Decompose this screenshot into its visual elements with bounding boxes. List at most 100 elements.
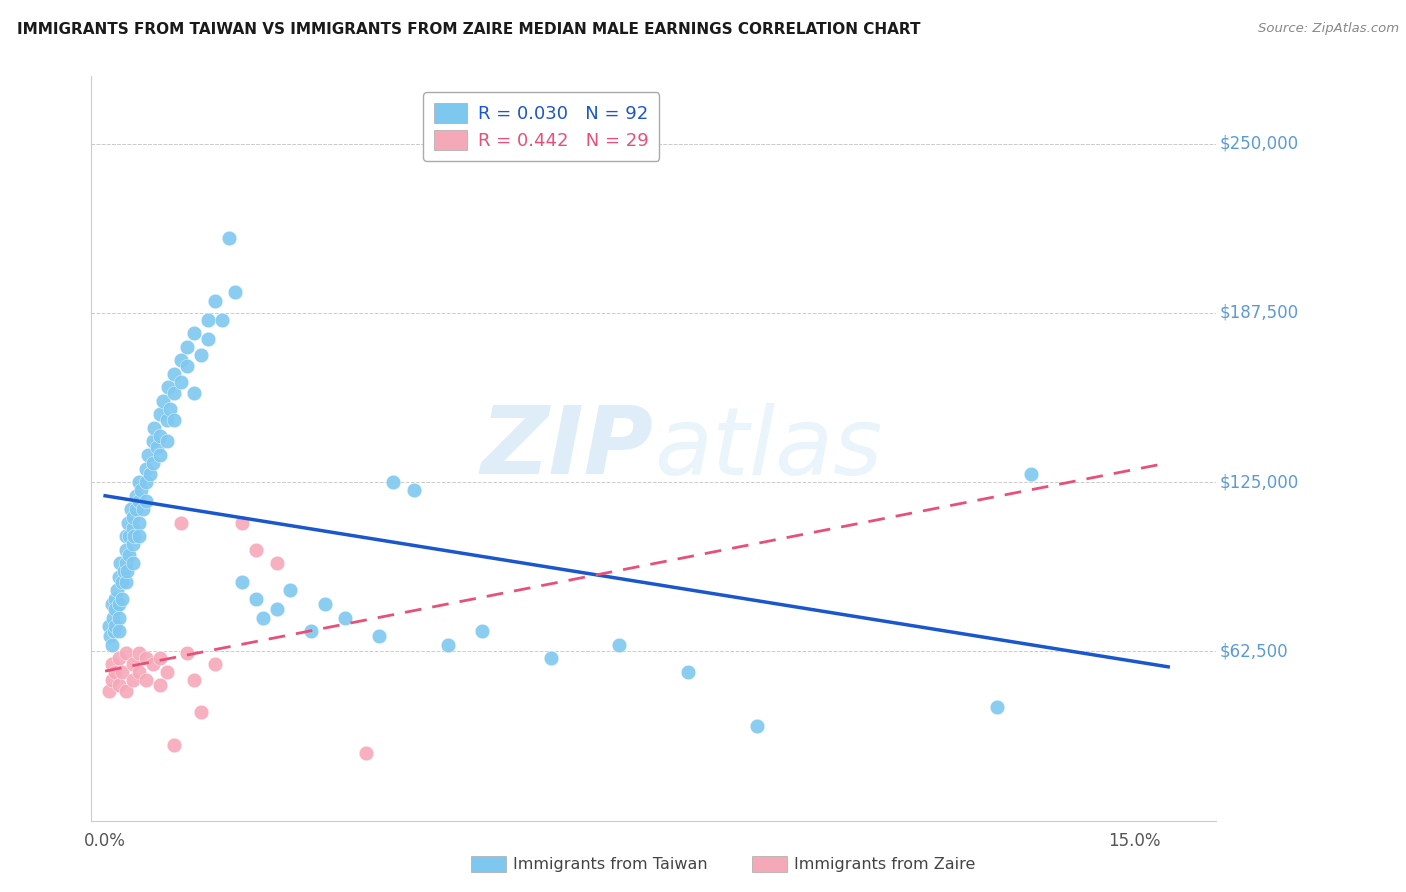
Point [118,529,141,543]
Point [183,673,205,687]
Point [111,575,134,590]
Point [125,502,148,516]
Point [169,375,191,389]
Text: $62,500: $62,500 [1219,642,1288,660]
Point [149,678,172,692]
Point [129,483,152,498]
Point [103,624,125,638]
Point [231,516,253,530]
Point [1019,467,1042,481]
Text: ZIP: ZIP [481,402,654,494]
Point [402,483,425,498]
Point [104,665,127,679]
Point [156,665,179,679]
Point [98,630,121,644]
Text: $125,000: $125,000 [1219,473,1299,491]
Point [108,651,131,665]
Point [114,529,136,543]
Point [114,542,136,557]
Point [104,602,127,616]
Point [245,591,267,606]
Point [163,367,186,381]
Point [104,618,127,632]
Point [190,706,212,720]
Point [333,610,356,624]
Point [143,421,166,435]
Point [169,516,191,530]
Point [135,673,157,687]
Point [149,448,172,462]
Point [111,591,134,606]
Point [120,502,142,516]
Point [183,326,205,340]
Point [128,665,150,679]
Point [163,738,186,752]
Point [114,557,136,571]
Point [218,231,240,245]
Legend: R = 0.030   N = 92, R = 0.442   N = 29: R = 0.030 N = 92, R = 0.442 N = 29 [423,92,659,161]
Point [114,646,136,660]
Point [117,516,139,530]
Point [142,456,165,470]
Point [138,467,160,481]
Point [149,408,172,422]
Point [108,624,131,638]
Point [986,699,1008,714]
Point [121,521,143,535]
Text: Source: ZipAtlas.com: Source: ZipAtlas.com [1258,22,1399,36]
Point [156,434,179,449]
Point [176,340,198,354]
Point [101,597,124,611]
Point [354,746,377,760]
Point [204,293,226,308]
Point [197,332,219,346]
Point [121,673,143,687]
Point [108,610,131,624]
Point [97,683,120,698]
Point [104,591,127,606]
Point [142,657,165,671]
Point [121,537,143,551]
Point [135,461,157,475]
Text: $250,000: $250,000 [1219,135,1299,153]
Point [204,657,226,671]
Point [103,610,125,624]
Point [169,353,191,368]
Point [745,719,768,733]
Text: Immigrants from Zaire: Immigrants from Zaire [794,857,976,871]
Point [121,557,143,571]
Point [101,638,124,652]
Point [112,565,135,579]
Point [108,570,131,584]
Point [252,610,274,624]
Point [224,285,246,300]
Point [121,510,143,524]
Point [278,583,301,598]
Text: atlas: atlas [654,402,882,494]
Point [163,413,186,427]
Point [609,638,631,652]
Point [118,548,141,562]
Point [107,583,129,598]
Point [382,475,405,489]
Point [368,630,391,644]
Point [125,489,148,503]
Point [128,494,150,508]
Point [176,359,198,373]
Point [128,475,150,489]
Point [163,385,186,400]
Point [156,413,179,427]
Point [108,678,131,692]
Point [135,475,157,489]
Point [145,440,167,454]
Point [115,565,138,579]
Point [149,429,172,443]
Point [128,516,150,530]
Text: IMMIGRANTS FROM TAIWAN VS IMMIGRANTS FROM ZAIRE MEDIAN MALE EARNINGS CORRELATION: IMMIGRANTS FROM TAIWAN VS IMMIGRANTS FRO… [17,22,921,37]
Point [299,624,322,638]
Point [245,542,267,557]
Point [135,494,157,508]
Point [231,575,253,590]
Point [190,348,212,362]
Point [114,683,136,698]
